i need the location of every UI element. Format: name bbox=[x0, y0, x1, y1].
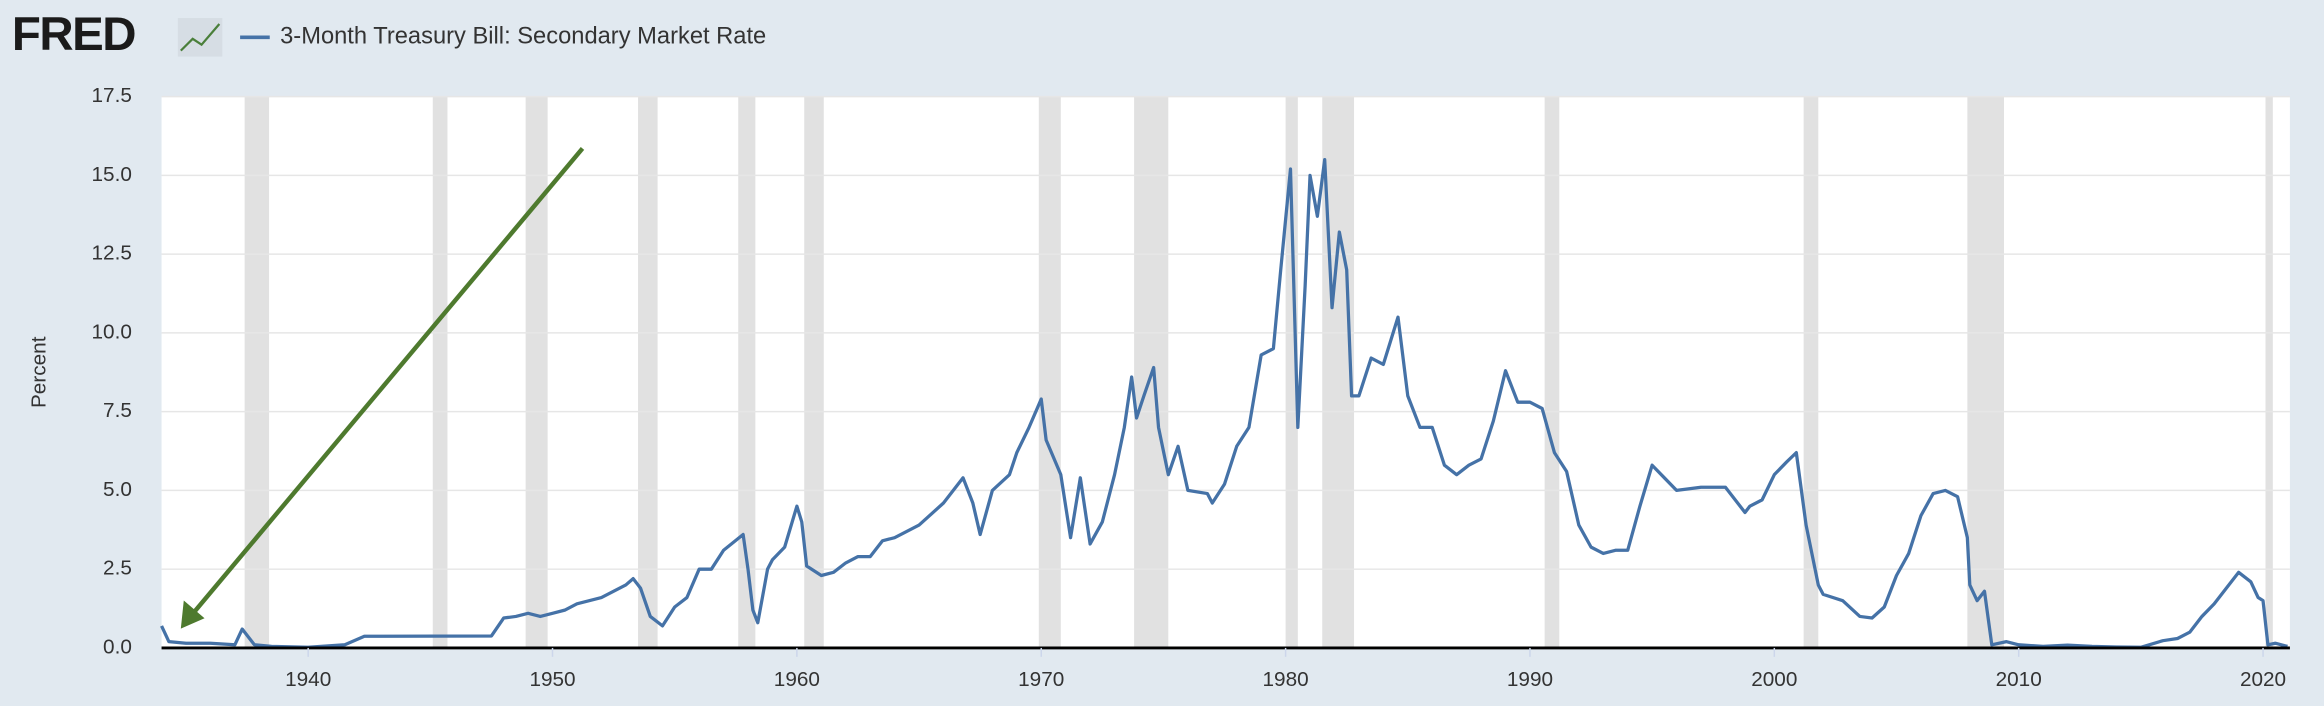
x-tick-label: 1960 bbox=[774, 668, 820, 691]
legend-label: 3-Month Treasury Bill: Secondary Market … bbox=[280, 24, 766, 50]
recession-band bbox=[738, 96, 756, 648]
annotation-arrow bbox=[190, 147, 585, 616]
logo-icon bbox=[177, 18, 223, 57]
x-tick-label: 1950 bbox=[529, 668, 575, 691]
line-layer bbox=[160, 157, 2288, 649]
recession-band bbox=[638, 96, 658, 648]
y-tick-label: 2.5 bbox=[103, 557, 132, 580]
x-tick-label: 1990 bbox=[1507, 668, 1553, 691]
y-tick-label: 15.0 bbox=[92, 163, 132, 186]
annotation-arrowhead bbox=[180, 600, 205, 629]
recession-band bbox=[525, 96, 548, 648]
plot-area bbox=[161, 96, 2290, 648]
recession-band bbox=[244, 96, 270, 648]
x-tick-label: 2020 bbox=[2240, 668, 2286, 691]
y-tick-label: 0.0 bbox=[103, 635, 132, 658]
x-tick-label: 1980 bbox=[1263, 668, 1309, 691]
brand-logo: FRED bbox=[12, 8, 135, 61]
recession-band bbox=[432, 96, 448, 648]
logo-line bbox=[180, 23, 221, 52]
y-tick-label: 7.5 bbox=[103, 399, 132, 422]
x-tick-label: 1940 bbox=[285, 668, 331, 691]
recession-band bbox=[1285, 96, 1298, 648]
y-tick-label: 12.5 bbox=[92, 242, 132, 265]
y-tick-label: 10.0 bbox=[92, 320, 132, 343]
y-axis-title: Percent bbox=[28, 336, 51, 408]
recession-band bbox=[804, 96, 824, 648]
y-tick-label: 5.0 bbox=[103, 478, 132, 501]
recession-band bbox=[1803, 96, 1819, 648]
x-tick-label: 1970 bbox=[1018, 668, 1064, 691]
x-tick-label: 2010 bbox=[1996, 668, 2042, 691]
x-tick-label: 2000 bbox=[1751, 668, 1797, 691]
y-tick-label: 17.5 bbox=[92, 84, 132, 107]
recession-band bbox=[1967, 96, 2005, 648]
recession-band bbox=[2265, 96, 2273, 648]
recession-band bbox=[1038, 96, 1061, 648]
recession-band bbox=[1544, 96, 1560, 648]
logo-box bbox=[177, 18, 223, 57]
series-line bbox=[160, 157, 2288, 649]
